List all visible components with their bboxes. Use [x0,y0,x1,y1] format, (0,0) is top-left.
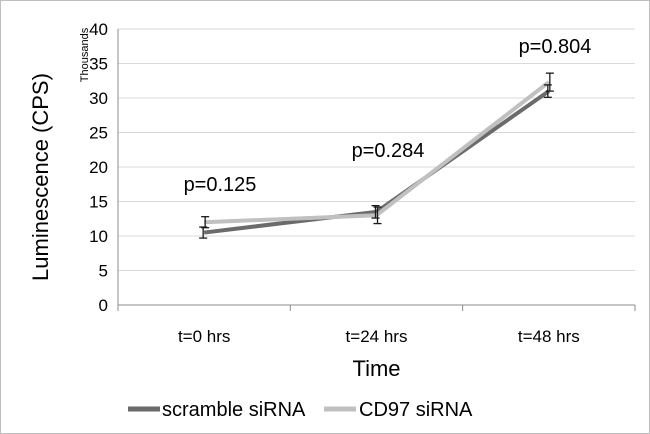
y-tick-label: 5 [99,262,108,281]
y-tick-label: 15 [89,193,108,212]
y-tick-label: 20 [89,158,108,177]
x-axis-title: Time [352,356,400,381]
p-value-annotation: p=0.125 [184,174,257,196]
x-tick-label: t=24 hrs [346,327,408,346]
x-tick-label: t=0 hrs [178,327,230,346]
y-tick-label: 10 [89,227,108,246]
y-axis-title: Luminescence (CPS) [28,73,53,281]
legend-label: scramble siRNA [162,399,306,421]
y-axis-unit: Thousands [79,27,91,82]
series-line-1 [204,80,551,225]
series-line-0 [203,89,550,235]
p-value-annotation: p=0.804 [519,36,592,58]
y-tick-label: 30 [89,89,108,108]
y-tick-label: 25 [89,124,108,143]
p-value-annotation: p=0.284 [352,140,425,162]
y-tick-label: 35 [89,55,108,74]
y-tick-label: 0 [99,296,108,315]
x-tick-label: t=48 hrs [518,327,580,346]
legend-label: CD97 siRNA [359,399,473,421]
y-tick-label: 40 [89,20,108,39]
